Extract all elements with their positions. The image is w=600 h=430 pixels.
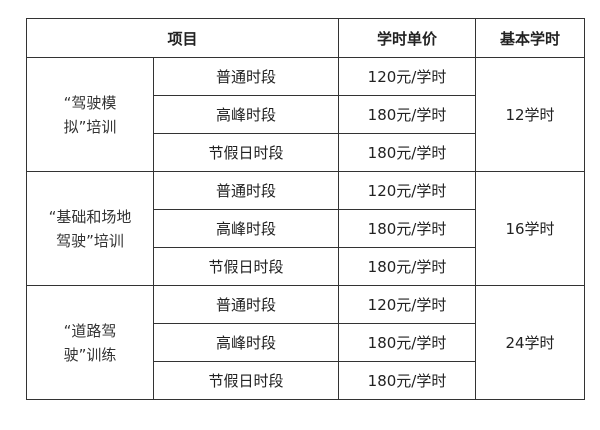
price-cell: 120元/学时 [338,285,476,324]
table-row: “道路驾 驶”训练 普通时段 120元/学时 24学时 [26,285,585,400]
price-cell: 180元/学时 [338,95,476,134]
price-cell: 180元/学时 [338,247,476,286]
group-name-line: “基础和场地 [48,207,132,226]
group-name: “道路驾驶”训练 [26,285,154,400]
period-cell: 普通时段 [153,285,339,324]
period-cell: 高峰时段 [153,323,339,362]
period-cell: 高峰时段 [153,209,339,248]
table-row: 高峰时段 180元/学时 [27,209,585,248]
header-row: 项目 学时单价 基本学时 [26,18,585,58]
header-basic-hours: 基本学时 [475,18,585,58]
price-cell: 180元/学时 [338,209,476,248]
header-item: 项目 [26,18,339,58]
group-name-line: “驾驶模 [63,93,117,112]
basic-hours-cell: 16学时 [475,171,585,286]
period-cell: 普通时段 [153,57,339,96]
training-fee-table: 项目 学时单价 基本学时 “驾驶模 拟”培训 普通时段 120元/学时 12学时 高峰时段… [26,18,585,400]
group-name-line: “道路驾 [63,321,117,340]
price-cell: 180元/学时 [338,133,476,172]
table-row: 节假日时段 180元/学时 [27,133,585,172]
table-row: 节假日时段 180元/学时 [27,247,585,286]
table-row: 高峰时段 180元/学时 [27,323,585,362]
header-unit-price: 学时单价 [338,18,476,58]
price-cell: 120元/学时 [338,57,476,96]
table-row: “基础和场地 驾驶”培训 普通时段 120元/学时 16学时 [26,171,585,286]
table-row: 高峰时段 180元/学时 [27,95,585,134]
table-row: 节假日时段 180元/学时 [27,361,585,400]
price-cell: 180元/学时 [338,323,476,362]
period-cell: 高峰时段 [153,95,339,134]
basic-hours-cell: 12学时 [475,57,585,172]
price-cell: 120元/学时 [338,171,476,210]
group-name: “基础和场地 驾驶”培训 [26,171,154,286]
period-cell: 普通时段 [153,171,339,210]
price-cell: 180元/学时 [338,361,476,400]
period-cell: 节假日时段 [153,247,339,286]
period-cell: 节假日时段 [153,133,339,172]
group-name: “驾驶模拟”培训 [26,57,154,172]
table-row: “驾驶模 拟”培训 普通时段 120元/学时 12学时 [26,57,585,172]
period-cell: 节假日时段 [153,361,339,400]
group-name-line: 拟”培训 [63,117,117,136]
group-name-line: 驶”训练 [63,345,117,364]
basic-hours-cell: 24学时 [475,285,585,400]
group-name-line: 驾驶”培训 [56,231,124,250]
